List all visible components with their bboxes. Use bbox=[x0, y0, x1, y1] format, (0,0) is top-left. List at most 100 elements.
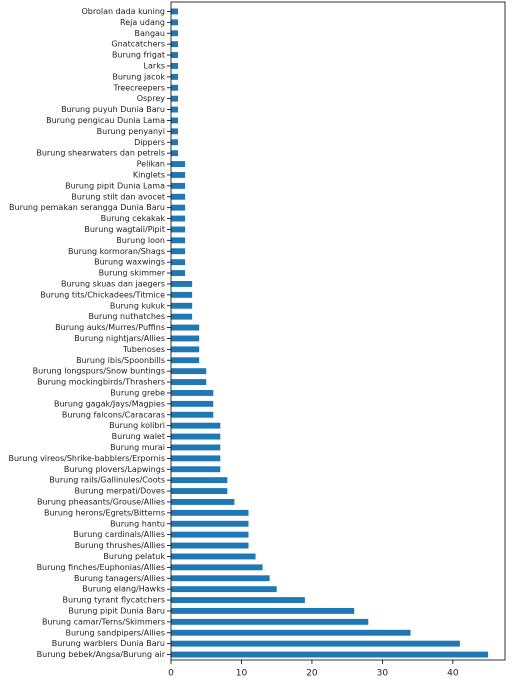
bar bbox=[171, 608, 355, 614]
bar bbox=[171, 193, 186, 200]
bar bbox=[171, 422, 221, 429]
y-tick-label: Burung wagtail/Pipit bbox=[84, 225, 165, 234]
y-tick-label: Burung nightjars/Allies bbox=[74, 334, 165, 343]
y-tick-label: Dippers bbox=[134, 138, 165, 147]
y-tick-label: Burung skimmer bbox=[99, 269, 166, 278]
y-tick-label: Burung murai bbox=[110, 443, 165, 452]
bar bbox=[171, 629, 411, 636]
bar bbox=[171, 161, 186, 167]
bar bbox=[171, 324, 200, 331]
y-tick-label: Burung ibis/Spoonbills bbox=[76, 356, 165, 365]
y-tick-label: Burung tanagers/Allies bbox=[74, 574, 165, 583]
y-tick-label: Burung grebe bbox=[110, 388, 165, 397]
y-tick-label: Burung tyrant flycatchers bbox=[63, 596, 165, 605]
bar bbox=[171, 204, 186, 211]
bar bbox=[171, 270, 186, 276]
y-tick-label: Burung jacok bbox=[112, 72, 165, 81]
y-tick-label: Burung sandpipers/Allies bbox=[65, 628, 165, 637]
y-tick-label: Burung gagak/Jays/Magpies bbox=[54, 399, 165, 408]
y-tick-label: Burung nuthatches bbox=[88, 312, 165, 321]
bar bbox=[171, 357, 200, 364]
y-tick-label: Burung walet bbox=[112, 432, 165, 441]
y-tick-label: Burung camar/Terns/Skimmers bbox=[42, 617, 165, 626]
y-tick-label: Tubenoses bbox=[122, 345, 165, 354]
y-tick-label: Pelikan bbox=[137, 160, 165, 169]
bar bbox=[171, 444, 221, 451]
bar bbox=[171, 455, 221, 462]
bar bbox=[171, 84, 179, 91]
bar bbox=[171, 400, 214, 407]
y-tick-label: Burung auks/Murres/Puffins bbox=[55, 323, 165, 332]
y-tick-label: Burung longspurs/Snow buntings bbox=[33, 367, 165, 376]
bar bbox=[171, 411, 214, 418]
bar bbox=[171, 226, 186, 233]
y-tick-label: Burung frigat bbox=[112, 51, 165, 60]
y-tick-label: Burung pemakan serangga Dunia Baru bbox=[9, 203, 165, 212]
bar bbox=[171, 346, 200, 353]
y-tick-label: Obrolan dada kuning bbox=[81, 7, 165, 16]
bar bbox=[171, 651, 489, 658]
bar bbox=[171, 150, 179, 157]
y-tick-label: Burung bebek/Angsa/Burung air bbox=[37, 650, 166, 659]
y-tick-label: Burung mockingbirds/Thrashers bbox=[37, 378, 165, 387]
bar bbox=[171, 281, 193, 287]
bar bbox=[171, 564, 263, 571]
bar bbox=[171, 259, 186, 266]
y-tick-label: Burung pheasants/Grouse/Allies bbox=[37, 497, 165, 506]
bar bbox=[171, 390, 214, 396]
y-tick-label: Burung warblers Dunia Baru bbox=[52, 639, 165, 648]
bar bbox=[171, 291, 193, 298]
y-tick-label: Burung vireos/Shrike-babblers/Erpornis bbox=[8, 454, 165, 463]
y-tick-label: Burung pelatuk bbox=[103, 552, 165, 561]
bar bbox=[171, 379, 207, 385]
bar bbox=[171, 542, 249, 549]
y-tick-label: Burung pengicau Dunia Lama bbox=[46, 116, 165, 125]
y-tick-label: Burung plovers/Lapwings bbox=[64, 465, 165, 474]
x-tick-label: 0 bbox=[168, 669, 174, 679]
bar bbox=[171, 597, 305, 603]
y-tick-label: Osprey bbox=[137, 94, 166, 103]
y-tick-label: Kinglets bbox=[133, 170, 165, 179]
bar bbox=[171, 215, 186, 222]
bar bbox=[171, 575, 270, 582]
bar bbox=[171, 73, 179, 80]
bar bbox=[171, 19, 179, 26]
x-tick-label: 40 bbox=[447, 669, 459, 679]
y-tick-label: Burung penyanyi bbox=[97, 127, 165, 136]
bar bbox=[171, 531, 249, 538]
y-tick-label: Burung waxwings bbox=[94, 258, 165, 267]
y-tick-label: Larks bbox=[144, 61, 165, 70]
y-tick-label: Burung rails/Gallinules/Coots bbox=[49, 476, 165, 485]
x-tick-label: 30 bbox=[377, 669, 389, 679]
y-tick-label: Burung shearwaters dan petrels bbox=[36, 149, 165, 158]
y-tick-label: Gnatcatchers bbox=[111, 40, 165, 49]
y-tick-label: Burung pipit Dunia Baru bbox=[68, 606, 165, 615]
y-tick-label: Burung kormoran/Shags bbox=[68, 247, 165, 256]
bar bbox=[171, 8, 179, 15]
bar bbox=[171, 433, 221, 440]
bar bbox=[171, 368, 207, 375]
y-tick-label: Burung hantu bbox=[110, 519, 165, 528]
bar bbox=[171, 586, 277, 593]
bar bbox=[171, 335, 200, 342]
y-tick-label: Burung pipit Dunia Lama bbox=[65, 181, 165, 190]
y-tick-label: Burung merpati/Doves bbox=[74, 487, 165, 496]
y-tick-label: Reja udang bbox=[120, 18, 165, 27]
bar bbox=[171, 139, 179, 146]
bar bbox=[171, 41, 179, 48]
bar bbox=[171, 553, 256, 560]
bar bbox=[171, 172, 186, 178]
bar bbox=[171, 117, 179, 124]
y-tick-label: Bangau bbox=[134, 29, 165, 38]
bar bbox=[171, 52, 179, 58]
y-tick-label: Burung cekakak bbox=[101, 214, 166, 223]
bar bbox=[171, 182, 186, 189]
plot-frame bbox=[170, 1, 506, 661]
y-tick-label: Burung finches/Euphonias/Allies bbox=[37, 563, 165, 572]
bar bbox=[171, 313, 193, 320]
bar bbox=[171, 618, 369, 625]
y-tick-label: Burung tits/Chickadees/Titmice bbox=[40, 290, 165, 299]
y-tick-label: Burung puyuh Dunia Baru bbox=[61, 105, 165, 114]
bar bbox=[171, 30, 179, 37]
